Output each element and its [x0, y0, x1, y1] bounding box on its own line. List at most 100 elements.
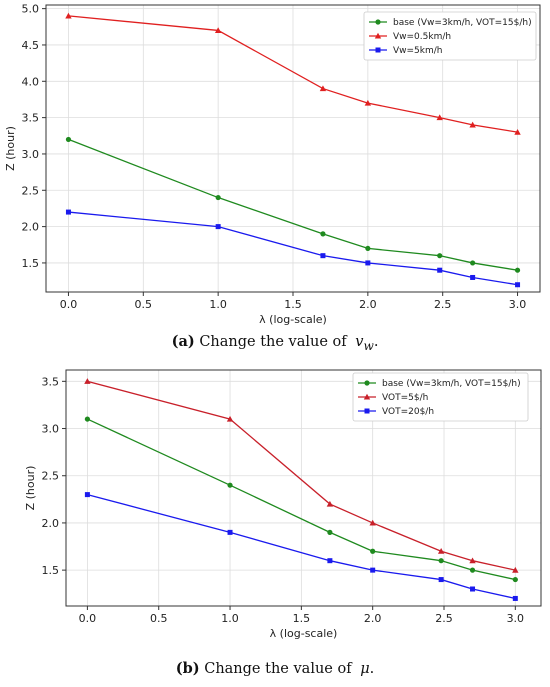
chart-a-legend-swatch-marker-0: [375, 19, 381, 25]
chart-b-legend-label-0: base (Vw=3km/h, VOT=15$/h): [382, 379, 521, 389]
chart-b-ytick-label-2: 2.5: [42, 470, 60, 483]
chart-b-series-0-point-2: [327, 529, 333, 535]
chart-b-xtick-label-3: 1.5: [293, 612, 311, 625]
chart-a-ytick-label-0: 1.5: [22, 257, 40, 270]
chart-b-series-0-point-0: [84, 416, 90, 422]
chart-a-series-2: [65, 209, 521, 288]
chart-b-grid: [66, 370, 541, 606]
chart-b-ytick-label-0: 1.5: [42, 564, 60, 577]
chart-b-xtick-label-1: 0.5: [150, 612, 168, 625]
chart-a-ytick-label-4: 3.5: [22, 112, 40, 125]
chart-a-ytick-label-6: 4.5: [22, 39, 40, 52]
chart-a-ytick-label-7: 5.0: [22, 3, 40, 16]
chart-b-plot-frame: [65, 369, 542, 607]
chart-a-ytick-label-2: 2.5: [22, 184, 40, 197]
chart-a-series-2-point-4: [437, 267, 443, 273]
chart-b-series-1-point-5: [469, 557, 476, 564]
chart-b-xaxis-label: λ (log-scale): [270, 627, 338, 640]
caption-b-label: (b): [175, 660, 200, 677]
chart-a-xtick-label-0: 0.0: [60, 298, 78, 311]
caption-b-text: Change the value of: [204, 661, 352, 677]
caption-a-symbol-subscript: w: [363, 338, 374, 353]
chart-a-series-0-point-4: [437, 253, 443, 259]
chart-b-series-2-point-5: [470, 586, 476, 592]
chart-a-series-1-point-0: [65, 12, 72, 19]
chart-b-series-0-point-1: [227, 482, 233, 488]
chart-b-series-2: [84, 492, 518, 601]
chart-a-series-2-point-5: [470, 274, 476, 280]
chart-b-series-0-point-4: [438, 558, 444, 564]
caption-a-symbol: vw: [355, 334, 374, 353]
chart-b-legend-swatch-marker-1: [363, 393, 371, 400]
chart-a-ytick-label-1: 2.0: [22, 221, 40, 234]
chart-b-series-0-point-6: [512, 576, 518, 583]
chart-a-series-1-point-6: [514, 128, 521, 135]
caption-a-text: Change the value of: [199, 334, 347, 350]
chart-a-series-0-point-6: [514, 267, 521, 273]
chart-b-legend-box: [352, 372, 529, 422]
chart-a-series-2-point-3: [365, 260, 371, 266]
chart-b-legend: base (Vw=3km/h, VOT=15$/h) VOT=5$/h VOT=20…: [352, 372, 529, 422]
chart-b-series-0-point-3: [370, 548, 376, 554]
chart-a-xtick-label-3: 1.5: [284, 298, 302, 311]
caption-a-label: (a): [171, 333, 195, 350]
chart-a-ytick-label-3: 3.0: [22, 148, 40, 161]
chart-a: 0.0 0.5 1.0 1.5 2.0 2.5 3.0 1.5 2.0 2.5 3.0 3.5 4.0 4…: [4, 3, 541, 326]
chart-b-xtick-label-6: 3.0: [507, 612, 525, 625]
chart-a-series-1-point-5: [469, 121, 476, 128]
chart-a-series-0-point-5: [470, 260, 476, 266]
chart-b-xtick-label-0: 0.0: [79, 612, 97, 625]
chart-b-series-2-point-0: [84, 492, 90, 498]
chart-a-legend-label-0: base (Vw=3km/h, VOT=15$/h): [393, 18, 532, 28]
chart-a-legend: base (Vw=3km/h, VOT=15$/h) Vw=0.5km/h Vw=5…: [363, 11, 537, 61]
chart-a-xtick-label-2: 1.0: [209, 298, 227, 311]
caption-b-symbol: μ: [360, 661, 370, 677]
chart-b-series-0: [84, 416, 518, 583]
chart-a-xtick-label-6: 3.0: [509, 298, 527, 311]
caption-b: (b) Change the value of μ.: [0, 660, 550, 677]
chart-b-series-2-point-1: [227, 529, 233, 535]
chart-b-ytick-label-1: 2.0: [42, 517, 60, 530]
chart-a-xtick-label-1: 0.5: [135, 298, 153, 311]
chart-b-series-2-point-4: [438, 577, 444, 583]
chart-a-yaxis-label: Z (hour): [4, 126, 17, 171]
chart-b-series-1-point-4: [437, 548, 445, 554]
chart-b-xtick-label-5: 2.5: [435, 612, 453, 625]
chart-a-ytick-label-5: 4.0: [22, 75, 40, 88]
chart-b: 0.0 0.5 1.0 1.5 2.0 2.5 3.0 1.5 2.0 2.5 3.0 3.5 λ (l…: [24, 369, 542, 640]
chart-b-ytick-label-4: 3.5: [42, 375, 60, 388]
chart-b-legend-swatch-marker-0: [364, 380, 370, 386]
chart-a-xtick-label-5: 2.5: [434, 298, 452, 311]
chart-a-series-1: [65, 12, 521, 135]
chart-a-series-1-point-2: [319, 85, 327, 92]
chart-a-series-2-point-2: [320, 253, 326, 259]
chart-b-series-1-point-0: [84, 378, 91, 384]
chart-a-series-0-point-2: [320, 231, 326, 237]
chart-b-series-1-point-3: [369, 519, 376, 526]
chart-b-series-2-point-6: [512, 595, 518, 601]
chart-b-legend-label-1: VOT=5$/h: [382, 393, 428, 403]
chart-a-series-0-point-0: [65, 136, 72, 143]
chart-a-legend-label-2: Vw=5km/h: [393, 46, 443, 56]
chart-a-series-2-point-6: [515, 282, 521, 288]
caption-b-period: .: [369, 661, 375, 677]
chart-a-legend-box: [363, 11, 537, 61]
chart-a-xaxis-label: λ (log-scale): [259, 313, 327, 326]
caption-a-period: .: [373, 334, 379, 350]
chart-a-series-0: [65, 136, 521, 273]
chart-b-yaxis-label: Z (hour): [24, 466, 37, 511]
chart-a-legend-label-1: Vw=0.5km/h: [393, 32, 451, 42]
chart-a-legend-swatch-marker-1: [374, 32, 382, 39]
chart-b-xtick-label-4: 2.0: [364, 612, 382, 625]
chart-a-series-1-point-3: [364, 99, 372, 106]
chart-b-series-1: [84, 378, 519, 573]
chart-b-ytick-label-3: 3.0: [42, 423, 60, 436]
chart-b-legend-swatch-marker-2: [364, 408, 370, 414]
chart-a-series-1-point-4: [436, 114, 443, 121]
chart-a-series-0-point-1: [215, 194, 221, 201]
chart-b-series-1-point-2: [326, 500, 334, 507]
chart-b-legend-label-2: VOT=20$/h: [382, 407, 434, 417]
chart-b-xtick-label-2: 1.0: [221, 612, 239, 625]
chart-a-legend-swatch-marker-2: [375, 47, 381, 53]
chart-b-series-2-point-3: [370, 567, 376, 573]
